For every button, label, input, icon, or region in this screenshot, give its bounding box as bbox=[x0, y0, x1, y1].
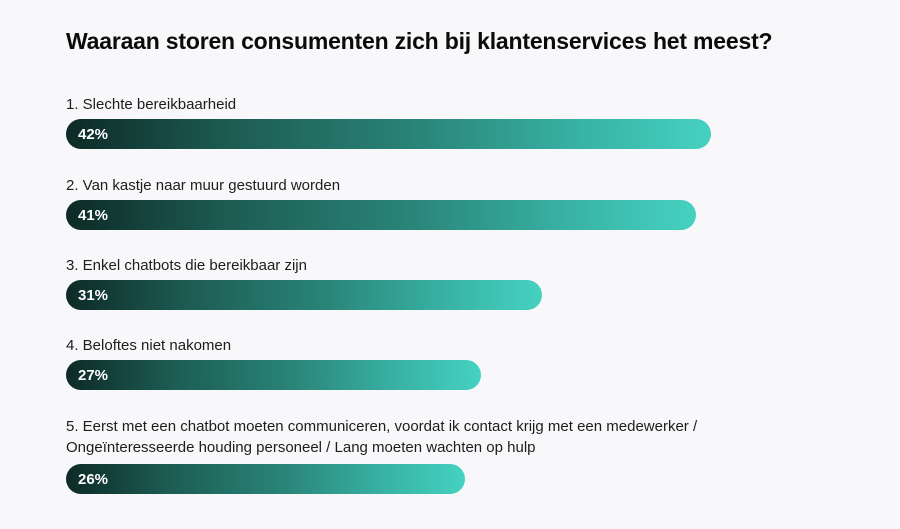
bar-label: 1. Slechte bereikbaarheid bbox=[66, 96, 237, 113]
bar-item-3: 3. Enkel chatbots die bereikbaar zijn 31… bbox=[66, 255, 542, 310]
bar-item-5: 5. Eerst met een chatbot moeten communic… bbox=[66, 416, 786, 494]
bar-label: 2. Van kastje naar muur gestuurd worden bbox=[66, 177, 341, 194]
bar: 42% bbox=[66, 119, 711, 149]
chart-title: Waaraan storen consumenten zich bij klan… bbox=[66, 28, 773, 54]
bar-item-4: 4. Beloftes niet nakomen 27% bbox=[66, 335, 481, 390]
bar-item-2: 2. Van kastje naar muur gestuurd worden … bbox=[66, 175, 696, 230]
bar-item-1: 1. Slechte bereikbaarheid 42% bbox=[66, 94, 711, 149]
bar-value: 26% bbox=[78, 470, 109, 488]
bar: 41% bbox=[66, 200, 696, 230]
bar-label: 3. Enkel chatbots die bereikbaar zijn bbox=[66, 257, 307, 274]
bar-label: 5. Eerst met een chatbot moeten communic… bbox=[66, 418, 698, 456]
bar-value: 41% bbox=[78, 206, 109, 224]
bar: 27% bbox=[66, 360, 481, 390]
bar-value: 31% bbox=[78, 286, 109, 304]
bar-value: 42% bbox=[78, 125, 109, 143]
bar-value: 27% bbox=[78, 366, 109, 384]
bar: 31% bbox=[66, 280, 542, 310]
bar-label: 4. Beloftes niet nakomen bbox=[66, 337, 232, 354]
bar: 26% bbox=[66, 464, 465, 494]
